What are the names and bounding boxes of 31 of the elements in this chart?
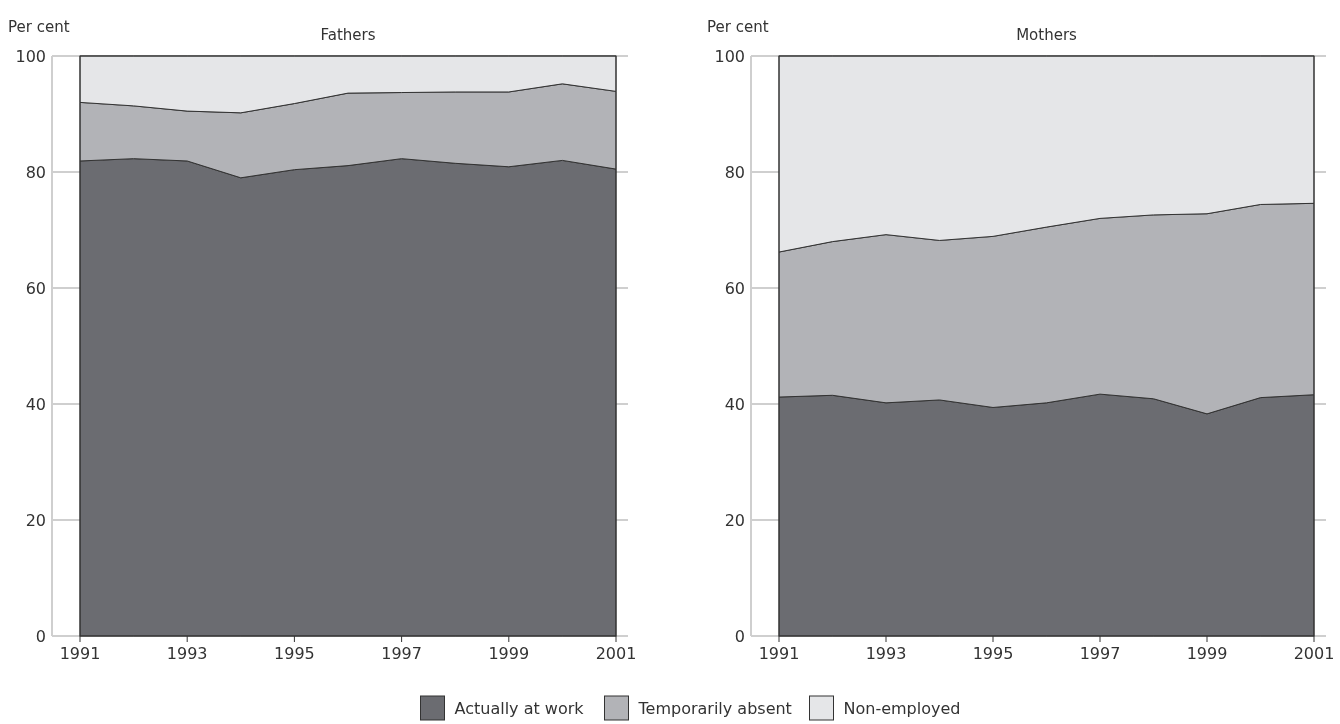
- y-tick-label: 80: [25, 163, 46, 182]
- y-axis-title: Per cent: [707, 18, 769, 36]
- x-tick-label: 2001: [1293, 644, 1335, 663]
- y-tick-label: 0: [734, 627, 745, 646]
- y-tick-label: 40: [25, 395, 46, 414]
- legend-label: Non-employed: [843, 699, 961, 718]
- x-tick-label: 1993: [865, 644, 907, 663]
- chart-title: Fathers: [320, 26, 376, 44]
- y-tick-label: 100: [714, 47, 745, 66]
- legend-label: Temporarily absent: [637, 699, 792, 718]
- y-tick-label: 100: [15, 47, 46, 66]
- y-tick-label: 80: [724, 163, 745, 182]
- x-tick-label: 1991: [59, 644, 101, 663]
- x-tick-label: 2001: [595, 644, 637, 663]
- x-tick-label: 1993: [166, 644, 208, 663]
- y-tick-label: 0: [35, 627, 46, 646]
- y-tick-label: 60: [724, 279, 745, 298]
- chart-title: Mothers: [1016, 26, 1078, 44]
- y-tick-label: 40: [724, 395, 745, 414]
- x-tick-label: 1995: [274, 644, 315, 663]
- y-axis-title: Per cent: [8, 18, 70, 36]
- x-tick-label: 1999: [488, 644, 530, 663]
- y-tick-label: 20: [724, 511, 745, 530]
- y-tick-label: 60: [25, 279, 46, 298]
- x-tick-label: 1997: [381, 644, 422, 663]
- legend-label: Actually at work: [454, 699, 585, 718]
- y-tick-label: 20: [25, 511, 46, 530]
- x-tick-label: 1999: [1186, 644, 1228, 663]
- x-tick-label: 1997: [1079, 644, 1121, 663]
- x-tick-label: 1991: [758, 644, 800, 663]
- x-tick-label: 1995: [972, 644, 1014, 663]
